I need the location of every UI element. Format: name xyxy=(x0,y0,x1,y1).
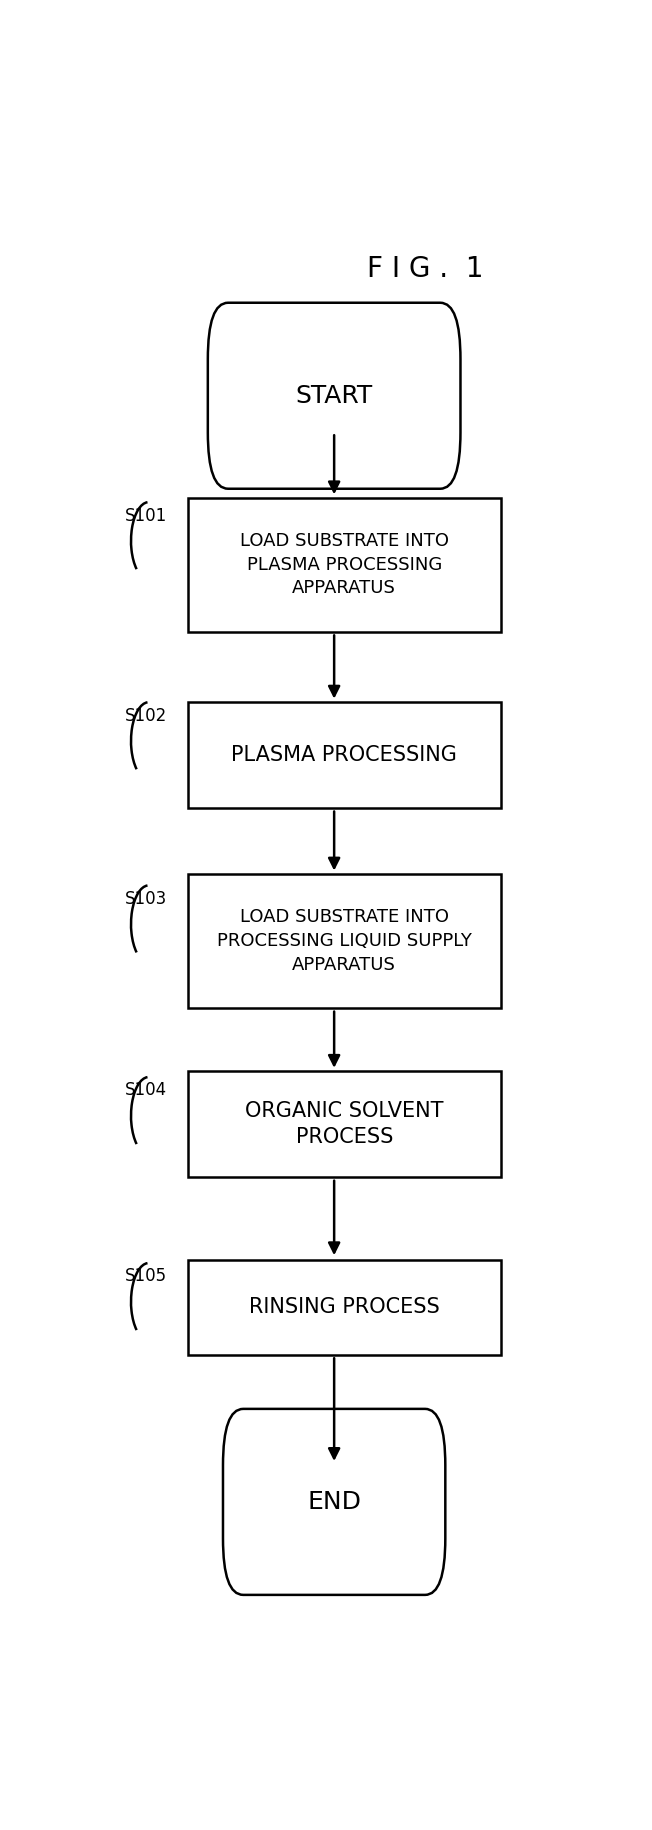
Text: ORGANIC SOLVENT
PROCESS: ORGANIC SOLVENT PROCESS xyxy=(245,1102,443,1147)
Text: S103: S103 xyxy=(125,889,167,908)
Text: LOAD SUBSTRATE INTO
PLASMA PROCESSING
APPARATUS: LOAD SUBSTRATE INTO PLASMA PROCESSING AP… xyxy=(240,533,449,597)
Bar xyxy=(188,1259,501,1356)
Text: S102: S102 xyxy=(125,706,167,725)
Bar xyxy=(188,703,501,807)
Text: F I G .  1: F I G . 1 xyxy=(367,254,483,284)
Bar xyxy=(188,875,501,1008)
Bar xyxy=(188,1071,501,1177)
Text: START: START xyxy=(295,384,373,408)
Text: PLASMA PROCESSING: PLASMA PROCESSING xyxy=(231,745,457,765)
Text: LOAD SUBSTRATE INTO
PROCESSING LIQUID SUPPLY
APPARATUS: LOAD SUBSTRATE INTO PROCESSING LIQUID SU… xyxy=(217,908,471,974)
Text: S101: S101 xyxy=(125,507,167,525)
Text: RINSING PROCESS: RINSING PROCESS xyxy=(249,1297,439,1318)
Text: END: END xyxy=(307,1490,361,1513)
FancyBboxPatch shape xyxy=(223,1409,445,1596)
Bar xyxy=(188,498,501,631)
FancyBboxPatch shape xyxy=(208,302,460,489)
Text: S105: S105 xyxy=(125,1268,166,1285)
Text: S104: S104 xyxy=(125,1082,166,1100)
